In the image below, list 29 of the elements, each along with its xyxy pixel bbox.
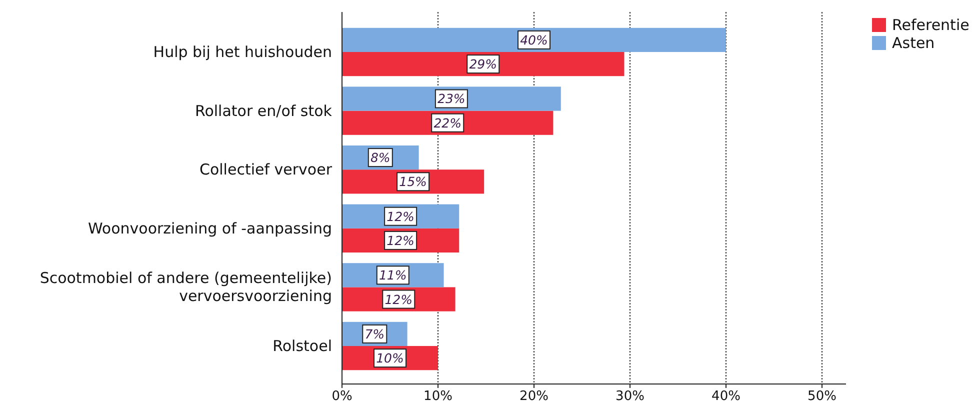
- x-tick-label: 40%: [712, 389, 740, 401]
- data-label: 12%: [386, 208, 414, 224]
- data-label: 11%: [378, 268, 407, 283]
- x-tick-label: 30%: [616, 389, 644, 401]
- y-tick-label: Woonvoorziening of -aanpassing: [88, 219, 332, 238]
- bar: [342, 52, 624, 76]
- bar: [342, 28, 726, 52]
- x-tick-label: 20%: [520, 389, 548, 401]
- x-tick-label: 0%: [332, 389, 352, 401]
- y-tick-label: Rolstoel: [272, 337, 332, 356]
- y-tick-label: Scootmobiel of andere (gemeentelijke) vervoersvoorziening: [40, 269, 332, 306]
- y-tick-label: Rollator en/of stok: [194, 102, 332, 120]
- x-tick-label: 10%: [424, 389, 452, 401]
- data-label: 23%: [438, 91, 466, 106]
- legend-label: Asten: [892, 34, 935, 52]
- data-label: 29%: [469, 56, 498, 72]
- data-label: 40%: [520, 32, 548, 48]
- data-label: 12%: [384, 292, 413, 307]
- x-tick-label: 50%: [808, 389, 836, 401]
- legend-label: Referentie: [892, 16, 970, 34]
- data-label: 8%: [370, 150, 390, 166]
- data-label: 7%: [364, 326, 385, 342]
- y-tick-label: Collectief vervoer: [199, 160, 333, 179]
- bar: [342, 86, 561, 111]
- data-label: 12%: [386, 232, 414, 248]
- data-label: 10%: [376, 350, 404, 366]
- y-tick-label: Hulp bij het huishouden: [153, 42, 332, 61]
- data-label: 15%: [399, 174, 427, 190]
- data-label: 22%: [434, 115, 462, 130]
